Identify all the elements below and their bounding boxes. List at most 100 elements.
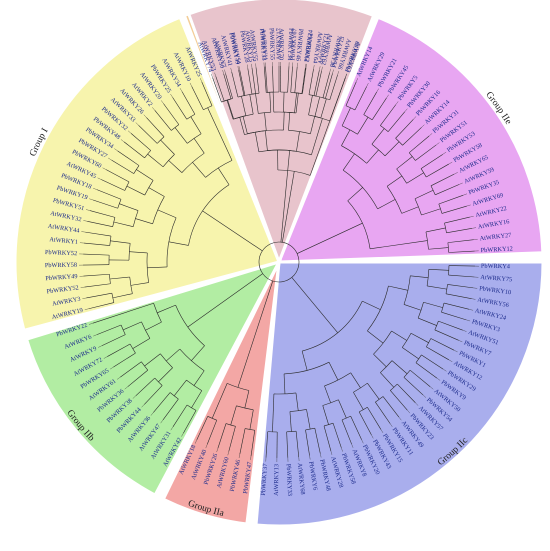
branch: [380, 372, 395, 388]
tip-line: [454, 172, 458, 175]
group-wedge-iib: [24, 259, 283, 498]
branch: [363, 114, 373, 121]
tip-line: [321, 66, 323, 71]
branch: [119, 203, 139, 211]
leaf-label: AtWRKY17: [275, 28, 282, 60]
group-wedge-i: [13, 15, 282, 333]
branch: [126, 185, 145, 196]
tip-line: [152, 107, 155, 111]
branch: [265, 431, 269, 458]
branch: [430, 173, 455, 187]
branch: [85, 231, 112, 237]
branch: [153, 392, 171, 413]
branch: [363, 91, 377, 115]
branch: [347, 187, 363, 202]
branch: [88, 302, 114, 310]
branch: [421, 208, 441, 216]
tip-line: [337, 71, 339, 76]
branch: [415, 354, 422, 363]
branch: [301, 67, 306, 94]
branch: [283, 373, 286, 394]
branch: [135, 218, 153, 225]
branch: [308, 94, 317, 97]
branch: [428, 269, 449, 271]
branch: [174, 127, 188, 144]
tip-line: [320, 453, 322, 458]
branch: [87, 220, 113, 227]
branch: [237, 280, 274, 388]
tip-line: [404, 108, 408, 112]
branch: [313, 70, 320, 96]
tip-line: [170, 93, 173, 98]
branch: [294, 66, 298, 93]
branch: [265, 130, 268, 151]
branch: [323, 422, 334, 427]
branch: [296, 131, 300, 152]
tip-line: [181, 433, 184, 437]
tip-line: [93, 188, 97, 190]
branch: [426, 346, 449, 361]
branch: [309, 77, 346, 176]
tip-line: [247, 64, 249, 69]
branch: [443, 302, 470, 310]
branch: [272, 277, 292, 283]
tip-line: [108, 157, 112, 161]
tip-line: [85, 209, 90, 211]
tip-line: [436, 142, 440, 146]
branch: [225, 73, 233, 99]
branch: [308, 69, 314, 95]
branch: [127, 369, 149, 387]
branch: [301, 350, 308, 371]
tip-line: [141, 404, 145, 408]
tip-line: [124, 386, 128, 390]
tip-line: [329, 68, 331, 73]
branch: [156, 136, 165, 144]
branch: [157, 304, 176, 314]
branch: [445, 293, 472, 299]
tip-line: [216, 448, 219, 453]
branch: [244, 428, 255, 431]
branch: [447, 239, 474, 243]
tip-line: [114, 148, 118, 151]
tip-line: [250, 455, 252, 460]
tip-line: [150, 412, 154, 416]
branch: [415, 362, 438, 379]
branch: [206, 420, 218, 445]
branch: [283, 111, 297, 114]
tip-line: [395, 101, 399, 105]
tip-line: [81, 231, 86, 233]
branch: [113, 221, 134, 228]
branch: [291, 277, 339, 333]
branch: [107, 343, 131, 357]
tip-line: [421, 124, 425, 128]
tip-line: [82, 297, 87, 299]
tip-line: [224, 69, 226, 74]
branch: [295, 93, 299, 114]
tip-line: [194, 439, 197, 444]
tip-line: [386, 94, 389, 99]
branch: [144, 150, 151, 159]
branch: [272, 92, 275, 113]
branch: [160, 353, 173, 368]
branch: [332, 423, 342, 448]
branch: [358, 411, 372, 435]
tip-line: [473, 287, 478, 289]
branch: [291, 253, 300, 278]
tip-line: [309, 455, 311, 460]
tip-line: [415, 402, 419, 406]
branch: [154, 377, 163, 386]
branch: [141, 321, 151, 339]
tip-line: [463, 193, 468, 196]
leaf-label: PbWRKY2: [303, 33, 314, 63]
branch: [255, 93, 259, 114]
group-wedge-iia: [161, 261, 281, 526]
tip-line: [211, 73, 213, 78]
tip-line: [89, 198, 94, 201]
branch: [441, 302, 445, 313]
branch: [295, 392, 299, 411]
branch: [325, 73, 333, 99]
tip-line: [376, 88, 379, 93]
tip-line: [430, 386, 434, 390]
branch: [388, 285, 408, 291]
